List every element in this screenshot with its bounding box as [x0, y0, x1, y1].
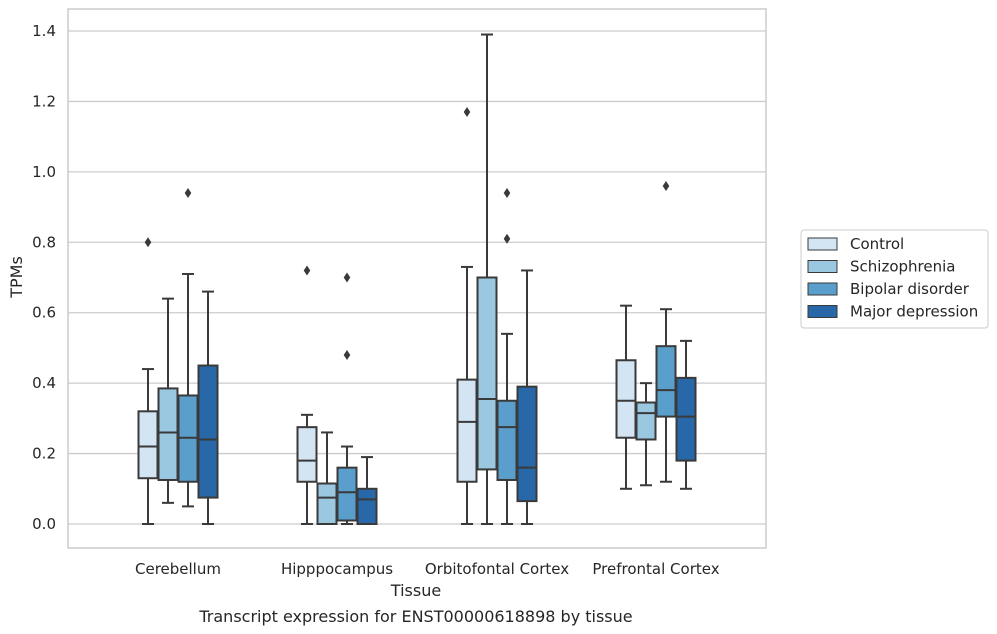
box-iqr — [615, 359, 637, 439]
legend-label: Schizophrenia — [850, 258, 955, 276]
y-axis-label: TPMs — [7, 256, 26, 299]
box-group — [496, 187, 518, 525]
box-group — [137, 237, 159, 525]
outlier-marker — [503, 233, 511, 244]
outlier-marker — [303, 265, 311, 276]
legend-swatch — [807, 260, 838, 273]
box-group — [615, 304, 637, 490]
y-axis-ticks: 0.0 0.2 0.4 0.6 0.8 1.0 1.2 1.4 — [32, 22, 56, 533]
box-group — [516, 269, 538, 525]
outlier-marker — [184, 187, 192, 198]
box-group — [635, 382, 657, 487]
box-group — [316, 431, 338, 525]
box-iqr — [496, 399, 518, 481]
box-iqr — [635, 401, 657, 441]
box-iqr — [516, 385, 538, 503]
box-group — [476, 33, 498, 525]
legend-swatch — [807, 282, 838, 296]
legend-swatch — [807, 305, 838, 318]
box-iqr — [476, 276, 498, 471]
box-iqr — [456, 378, 478, 483]
x-axis-ticks: Cerebellum Hipppocampus Orbitofontal Corte… — [135, 560, 720, 578]
outlier-marker — [503, 187, 511, 198]
x-axis-label: Tissue — [390, 581, 441, 600]
x-tick-label: Orbitofontal Cortex — [425, 560, 569, 578]
box-iqr — [675, 376, 697, 462]
plot-area-frame — [67, 8, 767, 549]
box-group — [655, 180, 677, 483]
legend: Control Schizophrenia Bipolar disorder Majo… — [800, 229, 989, 329]
box-group — [197, 290, 219, 525]
outlier-marker — [662, 180, 670, 191]
y-tick-label: 0.8 — [32, 233, 56, 251]
x-tick-label: Prefrontal Cortex — [592, 560, 719, 578]
box-iqr — [137, 410, 159, 480]
box-group — [157, 297, 179, 504]
box-iqr — [655, 345, 677, 418]
y-tick-label: 0.6 — [32, 304, 56, 322]
y-tick-label: 1.4 — [32, 22, 56, 40]
y-tick-label: 0.4 — [32, 374, 56, 392]
legend-label: Major depression — [850, 303, 978, 321]
box-iqr — [157, 387, 179, 481]
x-tick-label: Cerebellum — [135, 560, 221, 578]
boxes — [137, 33, 697, 525]
x-tick-label: Hipppocampus — [281, 560, 393, 578]
y-tick-label: 1.0 — [32, 163, 56, 181]
legend-swatch — [807, 237, 838, 251]
outlier-marker — [463, 106, 471, 117]
y-tick-label: 1.2 — [32, 92, 56, 110]
box-group — [336, 272, 358, 525]
box-iqr — [316, 482, 338, 525]
outlier-marker — [343, 272, 351, 283]
box-group — [456, 106, 478, 525]
box-group — [356, 456, 378, 525]
box-group — [675, 339, 697, 490]
box-group — [296, 265, 318, 525]
legend-label: Control — [850, 235, 904, 253]
box-iqr — [356, 487, 378, 525]
chart-caption: Transcript expression for ENST0000061889… — [198, 607, 632, 626]
y-tick-label: 0.2 — [32, 445, 56, 463]
box-iqr — [296, 426, 318, 483]
outlier-marker — [343, 349, 351, 360]
box-iqr — [336, 466, 358, 522]
legend-label: Bipolar disorder — [850, 280, 970, 298]
legend-frame — [800, 229, 989, 329]
box-iqr — [197, 364, 219, 499]
y-tick-label: 0.0 — [32, 515, 56, 533]
outlier-marker — [144, 237, 152, 248]
